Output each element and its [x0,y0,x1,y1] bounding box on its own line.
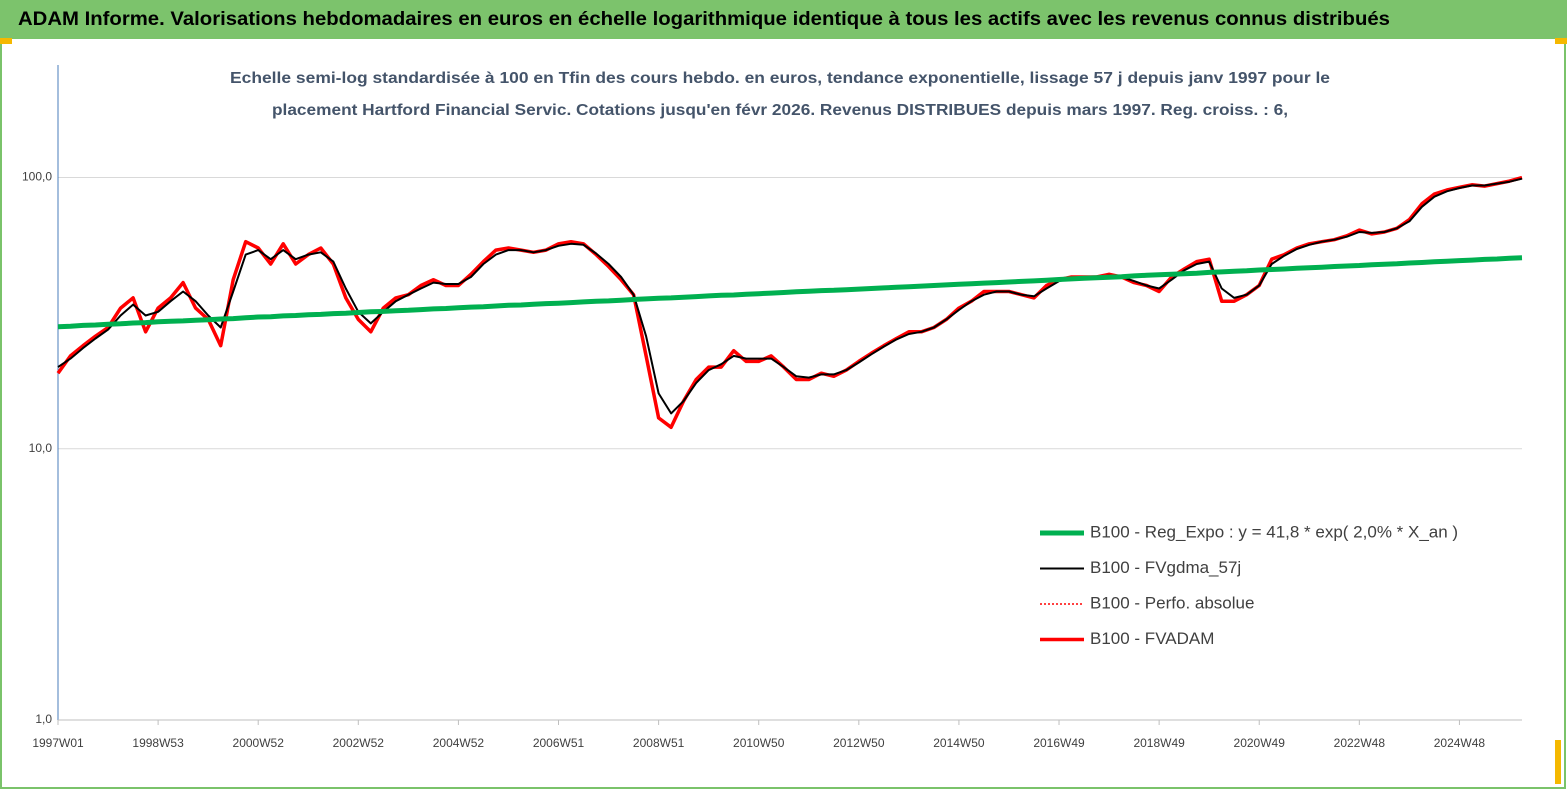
series-line [57,255,1523,330]
y-tick-label: 10,0 [29,441,53,455]
y-tick-label: 100,0 [22,170,52,184]
chart-subtitle: placement Hartford Financial Servic. Cot… [272,102,1288,119]
chart-title: ADAM Informe. Valorisations hebdomadaire… [18,9,1390,30]
x-tick-label: 2018W49 [1133,736,1185,750]
x-tick-label: 2004W52 [433,736,485,750]
x-tick-label: 2010W50 [733,736,785,750]
x-tick-label: 2014W50 [933,736,985,750]
x-tick-label: 2000W52 [233,736,285,750]
x-tick-label: 2012W50 [833,736,885,750]
corner-mark [0,38,12,44]
legend-label: B100 - Perfo. absolue [1090,593,1254,612]
legend-label: B100 - FVADAM [1090,629,1214,648]
x-tick-label: 1998W53 [132,736,184,750]
corner-mark [1555,38,1567,44]
x-tick-label: 2020W49 [1234,736,1286,750]
x-tick-label: 2008W51 [633,736,685,750]
plot-area [56,175,1523,430]
y-tick-label: 1,0 [35,712,52,726]
x-tick-label: 2022W48 [1334,736,1386,750]
legend: B100 - Reg_Expo : y = 41,8 * exp( 2,0% *… [1040,522,1458,648]
legend-label: B100 - FVgdma_57j [1090,558,1241,577]
grid: 1,0 10,0 100,0 1997W01 1998W53 2000W52 2002W52… [22,65,1522,750]
x-tick-label: 2024W48 [1434,736,1486,750]
x-tick-label: 2016W49 [1033,736,1085,750]
series-line [57,177,1523,415]
corner-mark [1555,740,1561,784]
x-tick-label: 2006W51 [533,736,585,750]
series-line [57,176,1523,429]
x-tick-label: 2002W52 [333,736,385,750]
x-tick-label: 1997W01 [32,736,84,750]
header-band [0,0,1567,38]
legend-label: B100 - Reg_Expo : y = 41,8 * exp( 2,0% *… [1090,522,1458,541]
chart-subtitle: Echelle semi-log standardisée à 100 en T… [230,70,1330,87]
